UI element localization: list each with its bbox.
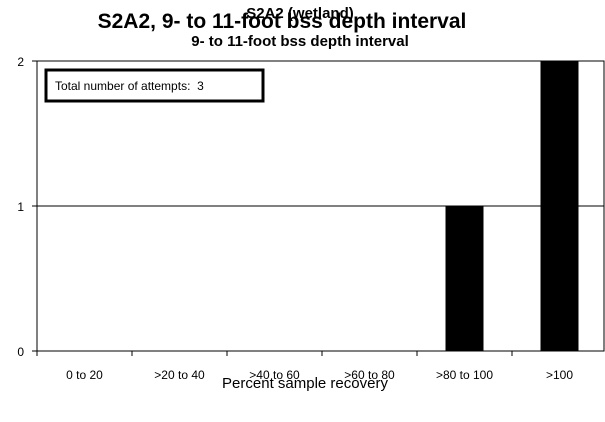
bar <box>445 206 484 351</box>
x-axis-label: Percent sample recovery <box>222 375 388 392</box>
y-tick-label: 1 <box>17 200 24 214</box>
x-tick-label: >40 to 60 <box>249 368 300 382</box>
y-tick-label: 2 <box>17 55 24 69</box>
y-tick-label: 0 <box>17 345 24 359</box>
x-tick-label: >80 to 100 <box>436 368 493 382</box>
bar <box>540 61 579 351</box>
annotation-box <box>44 68 265 103</box>
x-tick-label: 0 to 20 <box>66 368 103 382</box>
x-axis: 0 to 20 >20 to 40 >40 to 60 >60 to 80 >80 to… <box>36 351 573 382</box>
chart-overlay-title: S2A2 (wetland) <box>246 5 354 22</box>
x-tick-label: >60 to 80 <box>344 368 395 382</box>
x-tick-label: >100 <box>546 368 573 382</box>
y-axis: 0 1 2 <box>17 55 37 359</box>
chart-title: S2A2, 9- to 11-foot bss depth interval <box>98 10 467 33</box>
x-tick-label: >20 to 40 <box>154 368 205 382</box>
bars <box>445 61 579 351</box>
annotation-text: Total number of attempts: 3 <box>55 79 204 93</box>
chart-subtitle: 9- to 11-foot bss depth interval <box>191 33 409 50</box>
